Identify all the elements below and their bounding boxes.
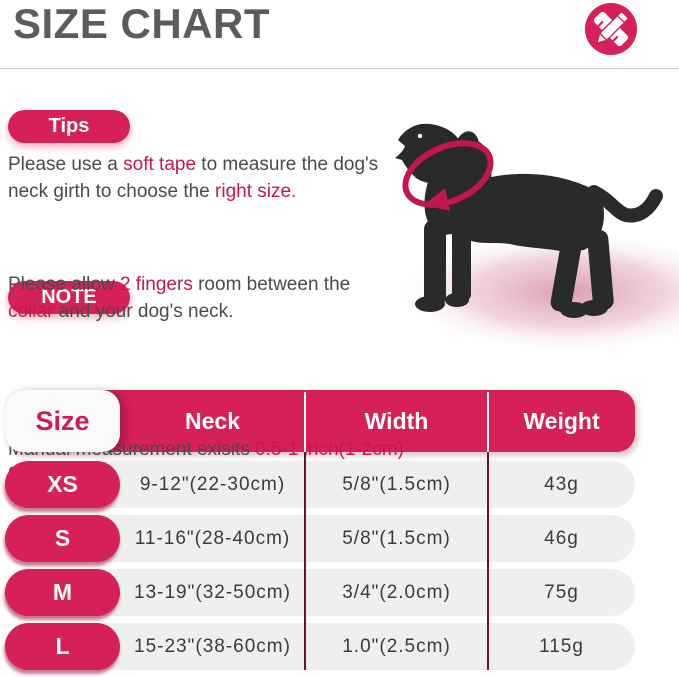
cell-neck: 9-12"(22-30cm) [139, 474, 286, 495]
text-segment: Please use a [8, 154, 124, 175]
header-size: Size [5, 390, 120, 452]
row-background [45, 623, 635, 670]
table-row-l: L 15-23"(38-60cm) 1.0"(2.5cm) 115g [5, 623, 635, 670]
size-table: Neck Width Weight Size XS 9-12"(22-30cm)… [5, 390, 635, 670]
cell-width: 1.0"(2.5cm) [342, 636, 451, 657]
size-pill-m: M [5, 569, 120, 616]
table-row-xs: XS 9-12"(22-30cm) 5/8"(1.5cm) 43g [5, 461, 635, 508]
cell-weight: 43g [544, 474, 579, 495]
highlight-collar: collar [8, 301, 54, 322]
header-width: Width [364, 408, 429, 434]
text-segment: and your dog's neck. [53, 301, 234, 322]
column-divider [304, 452, 306, 670]
column-divider [304, 392, 306, 452]
text-segment: room between the [192, 274, 351, 295]
page-title: SIZE CHART [13, 0, 270, 47]
table-row-m: M 13-19"(32-50cm) 3/4"(2.0cm) 75g [5, 569, 635, 616]
cell-weight: 75g [544, 582, 579, 603]
header-neck: Neck [185, 408, 240, 434]
cell-width: 3/4"(2.0cm) [342, 582, 451, 603]
size-pill-l: L [5, 623, 120, 670]
pencil-ruler-icon [584, 2, 638, 56]
text-segment: neck girth to choose the [8, 181, 216, 202]
column-divider [487, 392, 489, 452]
row-background [45, 515, 635, 562]
text-segment: Please allow [8, 274, 120, 295]
tips-badge: Tips [8, 110, 130, 143]
tips-paragraph-2: Please allow 2 fingers room between the … [8, 271, 398, 325]
row-background [45, 569, 635, 616]
title-divider [0, 68, 679, 69]
highlight-error-range: 0.5-1 inch(1-2cm) [255, 439, 404, 460]
highlight-soft-tape: soft tape [123, 154, 197, 175]
highlight-2-fingers: 2 fingers [119, 274, 193, 295]
cell-neck: 15-23"(38-60cm) [134, 636, 291, 657]
cell-weight: 115g [539, 636, 584, 657]
cell-neck: 13-19"(32-50cm) [134, 582, 291, 603]
cell-weight: 46g [544, 528, 579, 549]
table-row-s: S 11-16"(28-40cm) 5/8"(1.5cm) 46g [5, 515, 635, 562]
size-pill-xs: XS [5, 461, 120, 508]
header-weight: Weight [523, 408, 600, 434]
text-segment: to measure the dog's [196, 154, 379, 175]
tips-paragraph-1: Please use a soft tape to measure the do… [8, 151, 398, 205]
column-divider [487, 452, 489, 670]
dog-illustration [358, 92, 679, 354]
pencil-icon [595, 11, 629, 45]
note-badge: NOTE [8, 281, 130, 314]
cell-width: 5/8"(1.5cm) [342, 528, 451, 549]
size-pill-s: S [5, 515, 120, 562]
highlight-right-size: right size. [215, 181, 297, 202]
measuring-tape-icon [402, 140, 494, 211]
row-background [45, 461, 635, 508]
cell-neck: 11-16"(28-40cm) [134, 528, 291, 549]
cell-width: 5/8"(1.5cm) [342, 474, 451, 495]
dog-eye [417, 133, 423, 139]
